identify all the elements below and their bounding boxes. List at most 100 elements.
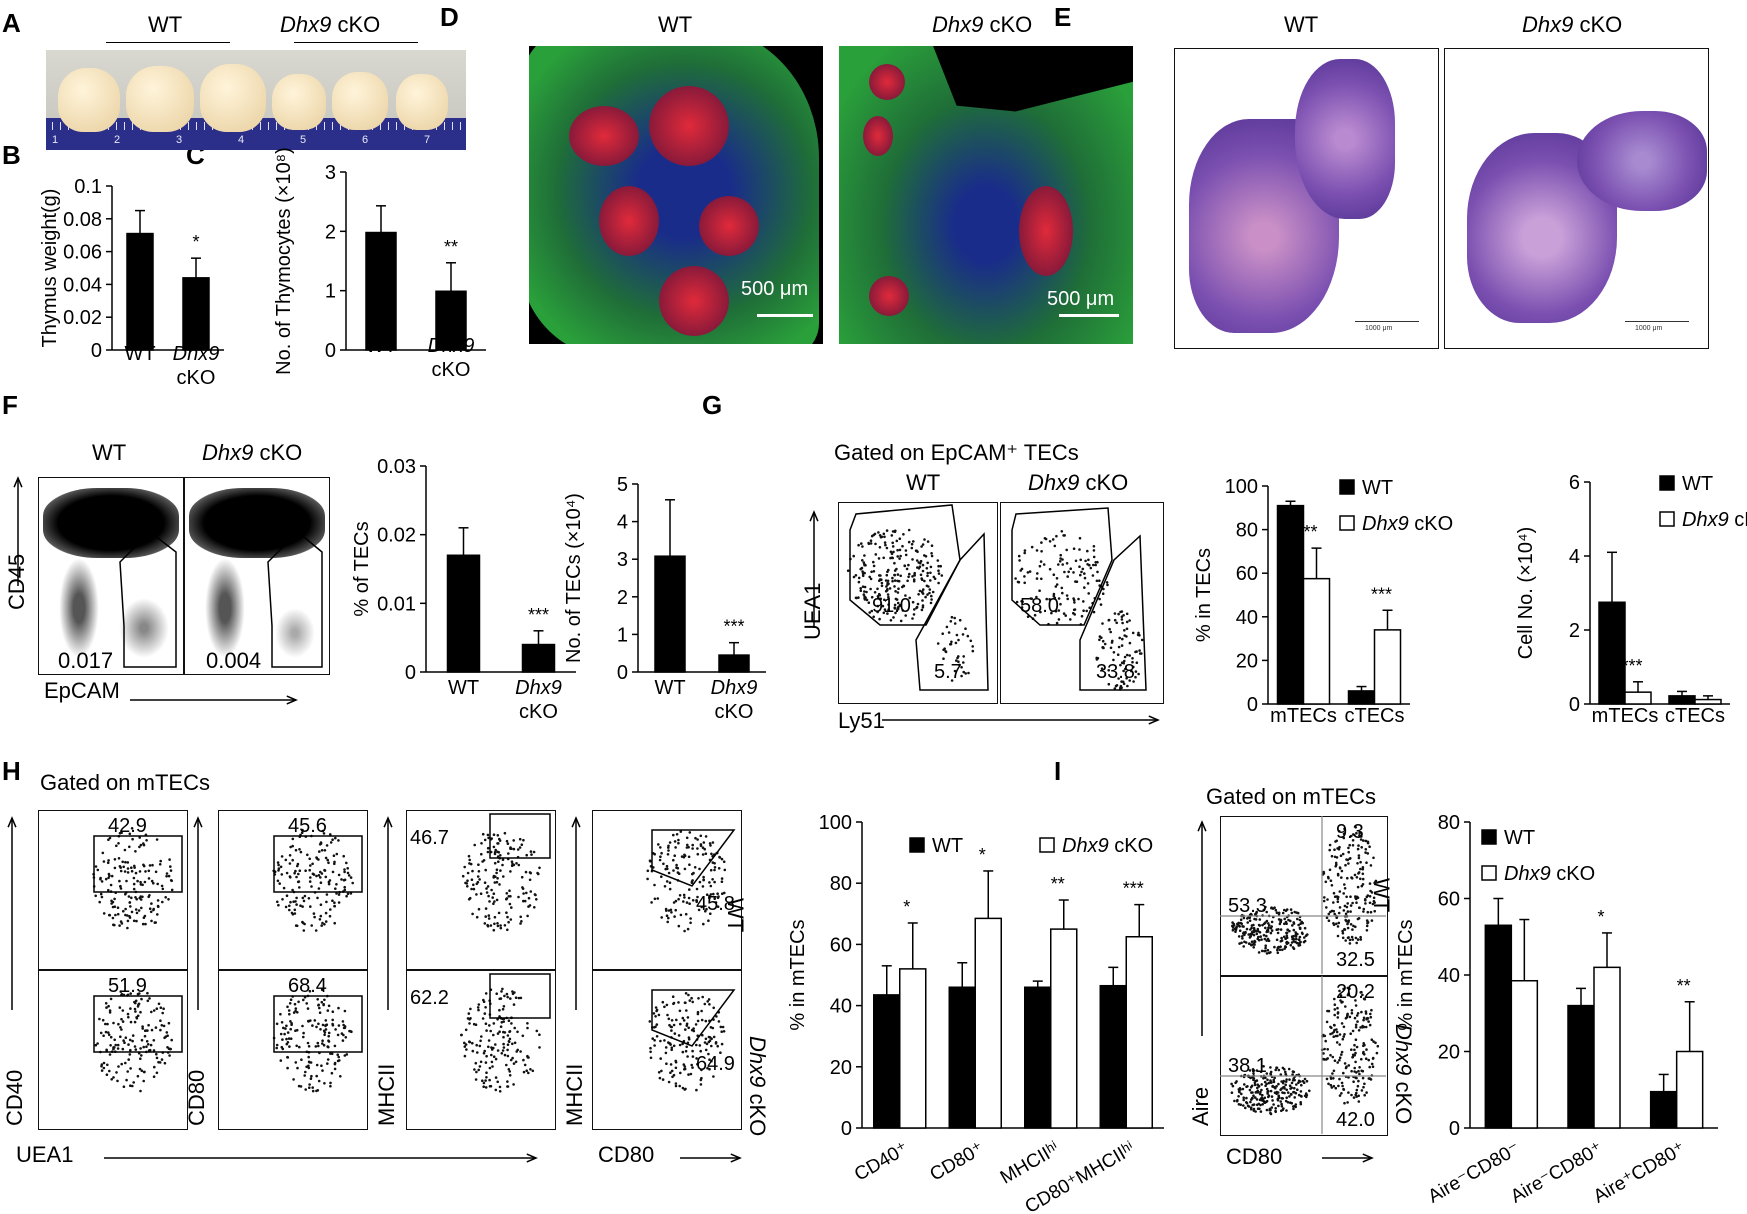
flow-event (1347, 862, 1350, 865)
flow-event (507, 1019, 511, 1022)
significance-marker: *** (723, 617, 744, 637)
flow-f-cko-gate (267, 530, 323, 668)
flow-event (148, 1048, 152, 1052)
flow-event (528, 878, 532, 882)
flow-event (152, 881, 155, 885)
flow-event (868, 575, 871, 579)
flow-event (132, 919, 136, 923)
flow-event (1284, 1099, 1288, 1103)
flow-event (515, 1050, 518, 1053)
x-category-label: cTECs (1665, 705, 1725, 727)
flow-event (677, 924, 681, 928)
flow-event (1343, 887, 1347, 890)
flow-event (1086, 549, 1089, 553)
flow-event (1300, 1083, 1303, 1087)
flow-event (1107, 669, 1110, 672)
flow-event (1365, 1091, 1368, 1094)
flow-event (98, 1017, 101, 1021)
flow-event (479, 892, 483, 895)
flow-event (1347, 850, 1350, 854)
flow-h-x-label-1: UEA1 (16, 1142, 74, 1167)
flow-event (487, 894, 490, 898)
flow-event (1326, 898, 1329, 901)
flow-event (1361, 1069, 1365, 1073)
flow-event (140, 906, 143, 910)
y-axis-label: Thymus weight(g) (39, 189, 61, 348)
flow-event (921, 592, 925, 595)
flow-event (468, 896, 472, 900)
flow-event (1082, 600, 1085, 603)
flow-event (119, 869, 123, 873)
flow-event (1073, 601, 1076, 604)
bar (1668, 695, 1696, 705)
flow-event (1353, 1043, 1356, 1047)
flow-event (1280, 1102, 1283, 1106)
flow-event (120, 992, 124, 996)
flow-event (296, 880, 300, 884)
flow-event (1288, 1078, 1291, 1081)
flow-event (939, 564, 942, 568)
flow-event (721, 1025, 725, 1029)
flow-event (1040, 577, 1043, 581)
flow-event (1361, 866, 1365, 869)
flow-event (1288, 1084, 1292, 1087)
flow-event (301, 1024, 304, 1028)
flow-event (126, 1070, 129, 1073)
flow-event (665, 914, 669, 917)
flow-event (1348, 1015, 1352, 1019)
flow-event (333, 1061, 337, 1065)
flow-event (1331, 1072, 1334, 1075)
x-category-label: CD80⁺ (926, 1138, 987, 1185)
flow-event (317, 858, 320, 861)
bar (1373, 629, 1402, 705)
flow-event (1333, 895, 1337, 898)
flow-event (1286, 928, 1289, 932)
flow-event (1361, 993, 1364, 997)
flow-event (688, 863, 691, 866)
flow-event (923, 538, 926, 541)
thymus-lobe (332, 72, 388, 130)
flow-event (483, 881, 487, 884)
flow-event (913, 608, 916, 611)
flow-event (1245, 1101, 1248, 1104)
flow-event (921, 563, 925, 567)
flow-event (1061, 591, 1064, 595)
flow-event (1282, 935, 1286, 939)
flow-event (855, 596, 858, 600)
flow-event (1360, 1010, 1363, 1014)
flow-event (1088, 606, 1091, 609)
flow-event (1257, 938, 1261, 942)
flow-event (285, 894, 289, 897)
flow-event (949, 642, 953, 646)
flow-event (124, 1061, 127, 1065)
flow-event (116, 1079, 119, 1083)
flow-event (1128, 679, 1131, 682)
flow-event (884, 543, 887, 547)
flow-event (1260, 949, 1264, 953)
flow-event (671, 995, 675, 998)
flow-event (487, 1045, 490, 1049)
flow-event (1346, 858, 1349, 862)
flow-i-x-axis-label: CD80 (1226, 1144, 1283, 1169)
flow-event (1342, 892, 1345, 895)
flow-event (1092, 563, 1095, 567)
flow-event (682, 893, 686, 897)
flow-event (1334, 1086, 1338, 1090)
flow-event (1342, 1087, 1345, 1091)
flow-event (696, 1062, 699, 1066)
flow-event (869, 539, 873, 542)
flow-event (719, 1051, 722, 1054)
flow-event (134, 1048, 138, 1051)
flow-event (720, 880, 724, 883)
flow-event (1230, 1082, 1233, 1086)
flow-event (1055, 583, 1059, 586)
flow-event (104, 877, 108, 881)
y-axis-label: % in TECs (1193, 548, 1215, 642)
flow-event (119, 1026, 122, 1029)
flow-event (885, 585, 888, 588)
flow-event (1266, 929, 1269, 932)
flow-event (498, 839, 502, 842)
flow-event (317, 1079, 321, 1083)
flow-event (1252, 1103, 1256, 1106)
